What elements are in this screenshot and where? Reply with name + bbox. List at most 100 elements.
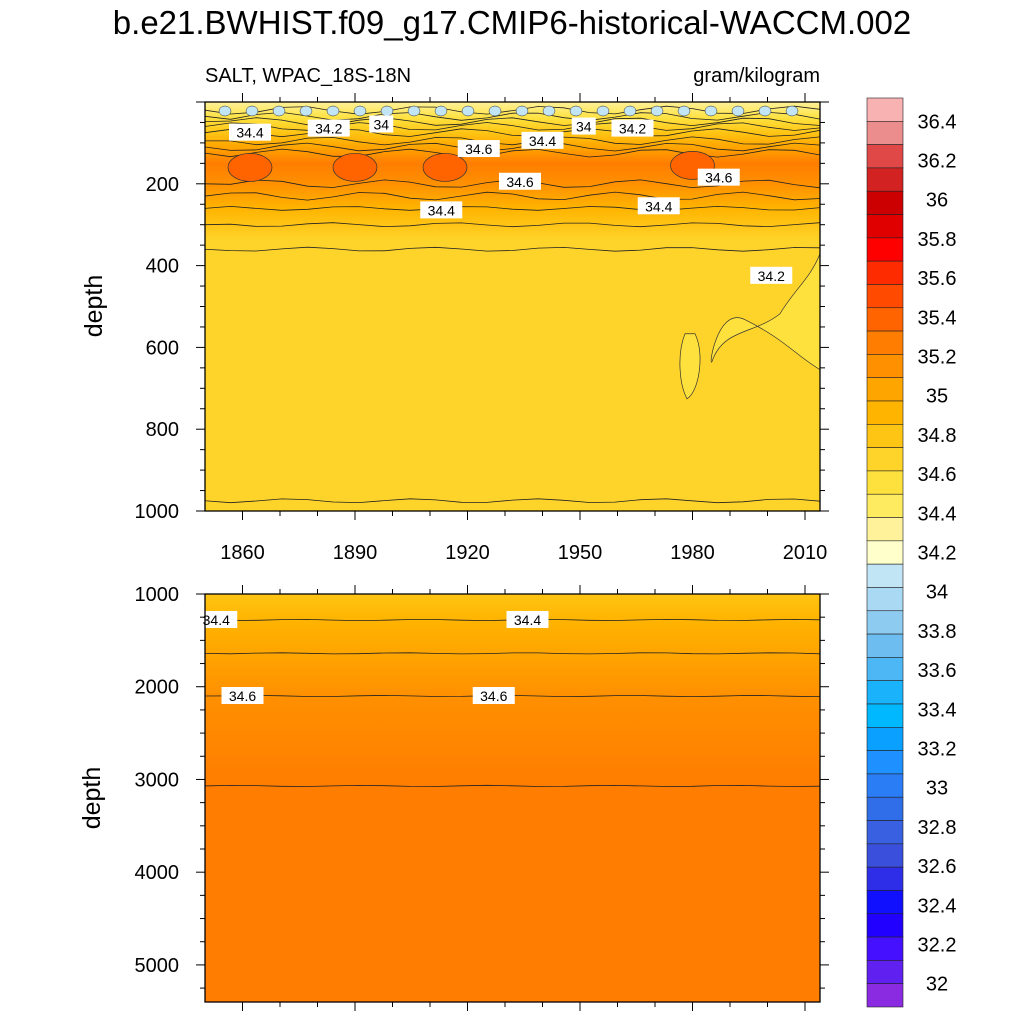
contour-line [204, 652, 821, 655]
colorbar-swatch [866, 493, 904, 518]
contour-label-text: 34.6 [506, 174, 533, 190]
contour-label: 34.2 [750, 266, 793, 284]
contour-cell [299, 105, 313, 117]
contour-line [204, 148, 821, 158]
colorbar-swatch [866, 377, 904, 402]
contour-label: 34.6 [697, 168, 740, 186]
colorbar-swatch [866, 610, 904, 635]
colorbar-swatch [866, 563, 904, 588]
colorbar-label: 34 [926, 582, 948, 604]
colorbar-swatch [866, 936, 904, 961]
contour-line [204, 128, 821, 138]
colorbar-label: 33.6 [918, 660, 957, 682]
x-tick-label: 1860 [220, 542, 265, 564]
contour-label: 34.4 [420, 201, 463, 219]
colorbar-swatch [866, 657, 904, 681]
contour-cell [326, 105, 340, 117]
contour-label: 34.4 [195, 610, 238, 628]
contour-cell [461, 105, 475, 117]
colorbar-label: 35.4 [918, 307, 957, 329]
x-tick-label: 1980 [670, 542, 715, 564]
contour-label: 34.4 [521, 131, 564, 149]
x-tick-label: 2010 [783, 542, 828, 564]
colorbar-swatch [866, 447, 904, 472]
contour-label: 34.4 [506, 610, 549, 628]
contour-cell [245, 105, 259, 117]
upper-ylabel: depth [80, 275, 108, 338]
colorbar-label: 33.8 [918, 621, 957, 643]
colorbar-swatch [866, 330, 904, 355]
contour-label-box [611, 119, 654, 137]
lower-panel: 34.4 34.4 34.6 34.6 1000 2000 3000 4000 5000 de… [78, 584, 829, 1011]
contour-label-box [195, 610, 238, 628]
colorbar-label: 33 [926, 778, 948, 800]
colorbar-swatch [866, 400, 904, 425]
colorbar-swatch [866, 680, 904, 705]
contour-label-text: 34.4 [203, 612, 230, 628]
lower-ylabel: depth [78, 767, 106, 830]
contour-label-box [637, 197, 680, 215]
colorbar-swatch [866, 354, 904, 378]
upper-field [205, 102, 820, 511]
contour-cell [422, 153, 468, 182]
colorbar-label: 32.4 [918, 895, 957, 917]
colorbar-label: 32 [926, 974, 948, 996]
contour-line [204, 222, 821, 228]
y-tick-label: 2000 [135, 677, 180, 699]
contour-cell [677, 105, 691, 117]
colorbar-label: 34.4 [918, 503, 957, 525]
y-tick-label: 1000 [135, 584, 180, 606]
contour-label: 34.4 [637, 197, 680, 215]
x-tick-label: 1920 [445, 542, 490, 564]
contour-cell [407, 105, 421, 117]
contour-label: 34.6 [221, 687, 264, 704]
colorbar-swatch [866, 424, 904, 448]
contour-cell [623, 105, 637, 117]
upper-axes: 1860 1890 1920 1950 1980 2010 200 400 600 800 1000 [135, 93, 829, 564]
colorbar-label: 32.6 [918, 856, 957, 878]
contour-label-box [697, 168, 740, 186]
y-tick-label: 3000 [135, 769, 180, 791]
contour-label-box [472, 687, 515, 704]
contour-label: 34.6 [472, 687, 515, 704]
contour-label-box [369, 115, 394, 133]
x-tick-label: 1950 [558, 542, 603, 564]
contour-label-text: 34.2 [315, 121, 342, 137]
contour-line [204, 136, 821, 146]
contour-cell [704, 105, 718, 117]
contour-label-box [499, 172, 541, 190]
contour-cell [515, 105, 529, 117]
contour-label-box [521, 131, 564, 149]
contour-cell [332, 153, 378, 182]
contour-label-text: 34.4 [236, 125, 263, 141]
colorbar-label: 36.4 [918, 111, 957, 133]
y-tick-label: 200 [146, 174, 179, 196]
colorbar: 36.4 36.2 36 35.8 35.6 35.4 35.2 35 34.8 34.6 34.4… [866, 97, 957, 1008]
contour-label-text: 34.4 [529, 133, 556, 149]
colorbar-label: 32.2 [918, 934, 957, 956]
contour-cell [353, 105, 367, 117]
colorbar-label: 33.4 [918, 699, 957, 721]
contour-label-box [307, 119, 350, 137]
colorbar-swatch [866, 237, 904, 262]
contour-label-box [506, 610, 549, 628]
colorbar-swatch [866, 260, 904, 285]
contour-label-text: 34 [373, 116, 389, 132]
colorbar-swatch [866, 517, 904, 542]
contour-label: 34.6 [499, 172, 541, 190]
contour-cell [434, 105, 448, 117]
anomaly-patch [679, 333, 701, 400]
contour-label-box [420, 201, 463, 219]
contour-line [204, 784, 821, 787]
colorbar-swatch [866, 843, 904, 868]
colorbar-label: 35 [926, 386, 948, 408]
colorbar-swatch [866, 750, 904, 775]
colorbar-label: 33.2 [918, 738, 957, 760]
contour-label-box [571, 117, 596, 135]
lower-field [205, 594, 820, 1002]
colorbar-swatch [866, 121, 904, 145]
contour-label-box [221, 687, 264, 704]
contour-label-box [229, 123, 271, 141]
colorbar-swatch [866, 214, 904, 239]
upper-contours: 34.4 34.2 34 34 34.2 34.4 34.6 34.6 34.6 34.4 34.4… [204, 105, 821, 504]
